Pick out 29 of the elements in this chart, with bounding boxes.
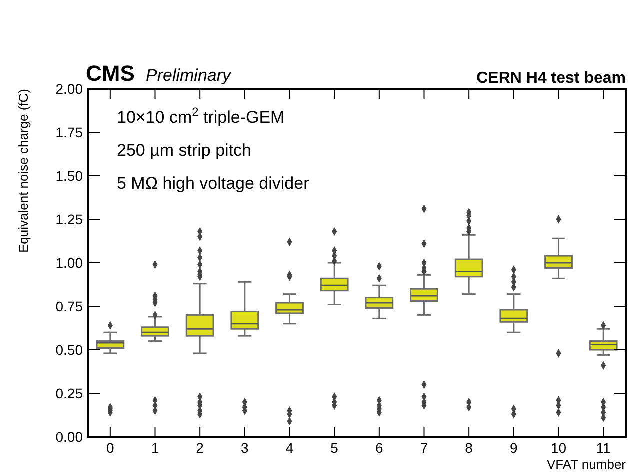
x-tick-label: 10: [550, 440, 567, 456]
y-tick-label: 1.00: [56, 254, 84, 271]
y-tick-label: 0.00: [56, 428, 84, 445]
x-tick-label: 7: [420, 440, 428, 456]
text: CERN H4 test beam: [476, 70, 626, 87]
x-tick-label: 6: [376, 440, 384, 456]
y-tick-label: 0.25: [56, 385, 84, 402]
y-tick-label: 0.75: [56, 298, 84, 314]
y-tick-label: 0.50: [56, 342, 84, 358]
y-tick-label: 1.50: [56, 168, 84, 184]
x-tick-label: 2: [196, 440, 204, 456]
x-axis-title: VFAT number: [547, 457, 627, 472]
x-tick-label: 0: [106, 440, 115, 456]
x-tick-label: 4: [286, 440, 294, 456]
chart-subtitle: Preliminary: [146, 66, 233, 85]
x-tick-label: 11: [596, 440, 612, 456]
annotation: 10×10 cm$^{2}$ triple-GEM: [117, 105, 285, 127]
chart-title: CMS: [86, 61, 135, 86]
y-tick-label: 1.25: [56, 211, 84, 228]
y-axis-title: Equivalent noise charge (fC): [16, 89, 31, 254]
y-tick-label: 2.00: [56, 80, 84, 97]
y-tick-label: 1.75: [56, 124, 84, 140]
x-tick-label: 3: [241, 440, 250, 456]
x-tick-label: 8: [465, 440, 474, 456]
x-tick-label: 9: [510, 440, 518, 456]
annotation: 5 MΩ high voltage divider: [117, 174, 310, 193]
x-tick-label: 1: [151, 440, 160, 456]
x-tick-label: 5: [330, 440, 339, 456]
annotation: 250 µm strip pitch: [117, 141, 252, 160]
